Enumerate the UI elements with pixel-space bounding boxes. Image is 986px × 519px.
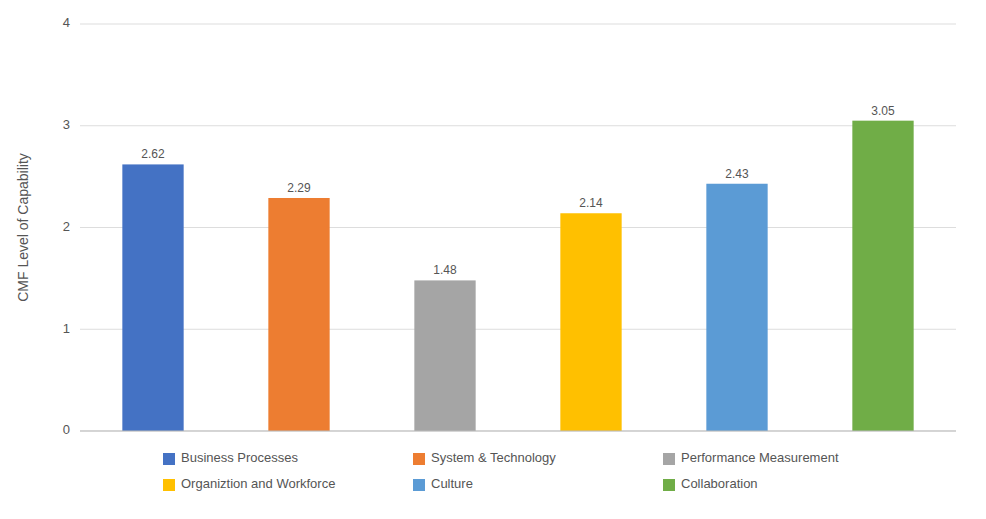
grid-line (80, 431, 956, 432)
legend-swatch (663, 453, 675, 465)
y-tick-label: 2 (63, 219, 70, 234)
legend-label: Performance Measurement (681, 450, 839, 465)
bar (706, 184, 767, 431)
bar (560, 213, 621, 431)
bar (122, 164, 183, 431)
data-label: 2.14 (579, 196, 603, 210)
x-axis-line (80, 431, 956, 432)
grid (80, 24, 956, 431)
bar (268, 198, 329, 431)
grid-line (80, 24, 956, 25)
y-tick-label: 3 (63, 117, 70, 132)
data-label: 1.48 (433, 263, 457, 277)
legend-label: Culture (431, 476, 473, 491)
legend-swatch (163, 453, 175, 465)
data-label: 2.29 (287, 181, 311, 195)
legend: Business Processes System & Technology Per… (163, 450, 839, 491)
bars (122, 121, 913, 431)
grid-line (80, 227, 956, 228)
y-tick-label: 4 (63, 15, 70, 30)
legend-label: Collaboration (681, 476, 758, 491)
y-tick-label: 1 (63, 321, 70, 336)
chart-svg: 0 1 2 3 4 CMF Level of Capability 2.62 2.29 1.48… (0, 0, 986, 519)
y-axis-label: CMF Level of Capability (15, 153, 31, 302)
legend-swatch (663, 479, 675, 491)
grid-line (80, 329, 956, 330)
legend-swatch (163, 479, 175, 491)
data-label: 2.43 (725, 167, 749, 181)
data-label: 2.62 (141, 147, 165, 161)
grid-line (80, 125, 956, 126)
data-labels: 2.62 2.29 1.48 2.14 2.43 3.05 (141, 104, 895, 278)
legend-swatch (413, 479, 425, 491)
legend-label: Organiztion and Workforce (181, 476, 335, 491)
bar (414, 280, 475, 431)
y-tick-label: 0 (63, 422, 70, 437)
chart-container: 0 1 2 3 4 CMF Level of Capability 2.62 2.29 1.48… (0, 0, 986, 519)
data-label: 3.05 (871, 104, 895, 118)
legend-swatch (413, 453, 425, 465)
legend-label: Business Processes (181, 450, 299, 465)
bar (852, 121, 913, 431)
y-axis: 0 1 2 3 4 (63, 15, 70, 437)
legend-label: System & Technology (431, 450, 556, 465)
